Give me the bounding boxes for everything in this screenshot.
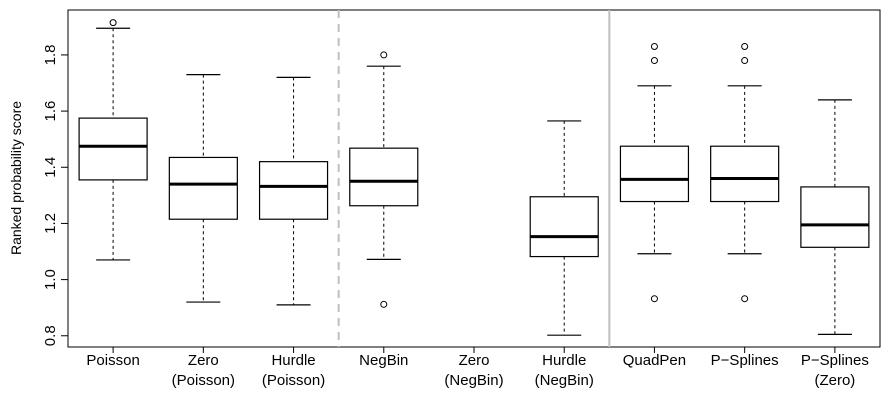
- x-tick-label: P−Splines: [801, 352, 869, 369]
- x-tick-label: Poisson: [86, 352, 139, 369]
- x-tick-label: NegBin: [359, 352, 408, 369]
- x-tick-label: QuadPen: [623, 352, 686, 369]
- outlier-point: [741, 57, 749, 65]
- y-tick-label: 1.0: [42, 269, 59, 290]
- x-tick-label-line2: (Poisson): [262, 372, 325, 389]
- y-tick-label: 1.8: [42, 45, 59, 66]
- x-tick-label: Zero: [459, 352, 490, 369]
- outlier-point: [109, 19, 117, 27]
- box-3: [258, 76, 329, 306]
- outlier-point: [380, 51, 388, 59]
- box-6: [529, 120, 599, 336]
- x-tick-label-line2: (Zero): [814, 372, 855, 389]
- y-tick-label: 1.6: [42, 101, 59, 122]
- y-axis-title: Ranked probability score: [8, 101, 24, 255]
- y-tick-label: 0.8: [42, 325, 59, 346]
- x-tick-label: P−Splines: [711, 352, 779, 369]
- box-iqr: [619, 145, 690, 203]
- box-9: [800, 99, 870, 335]
- box-iqr: [258, 161, 329, 220]
- outlier-point: [650, 57, 658, 65]
- x-axis: Poisson Zero (Poisson) Hurdle (Poisson) NegBi…: [86, 347, 869, 389]
- x-tick-label: Hurdle: [271, 352, 315, 369]
- group-separators: [337, 10, 611, 347]
- outlier-point: [650, 295, 658, 303]
- outlier-point: [380, 300, 388, 308]
- box-iqr: [78, 117, 148, 181]
- box-iqr: [710, 145, 780, 203]
- box-iqr: [349, 147, 419, 207]
- x-tick-label-line2: (NegBin): [444, 372, 503, 389]
- outlier-point: [741, 43, 749, 51]
- box-iqr: [529, 196, 599, 258]
- y-tick-label: 1.4: [42, 157, 59, 178]
- box-1: [78, 19, 148, 261]
- outlier-point: [741, 295, 749, 303]
- boxes: [78, 19, 870, 336]
- box-iqr: [800, 186, 870, 248]
- box-8: [710, 43, 780, 303]
- box-7: [619, 43, 690, 303]
- x-tick-label-line2: (Poisson): [172, 372, 235, 389]
- outlier-point: [650, 43, 658, 51]
- box-2: [168, 73, 238, 303]
- box-4: [349, 51, 419, 308]
- box-iqr: [168, 156, 238, 220]
- x-tick-label-line2: (NegBin): [535, 372, 594, 389]
- y-axis: 0.8 1.0 1.2 1.4 1.6 1.8: [42, 45, 69, 346]
- x-tick-label: Hurdle: [542, 352, 586, 369]
- x-tick-label: Zero: [188, 352, 219, 369]
- y-tick-label: 1.2: [42, 213, 59, 234]
